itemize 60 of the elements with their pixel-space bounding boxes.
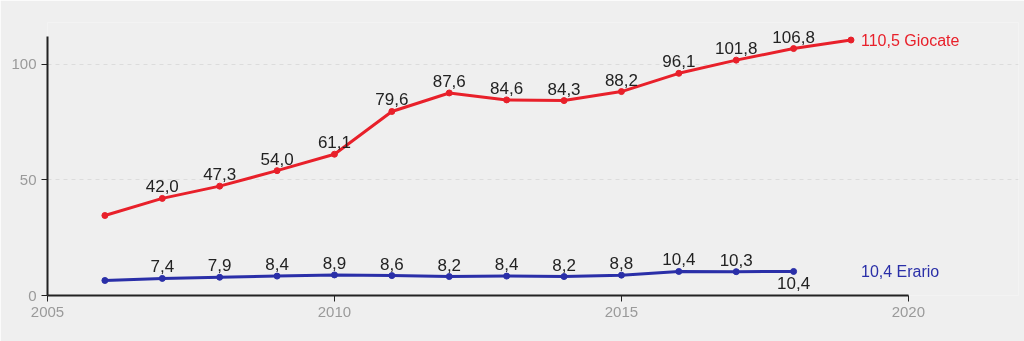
point	[445, 273, 453, 281]
x-tick-label: 2010	[317, 302, 352, 320]
data-label: 47,3	[203, 165, 237, 185]
point	[158, 194, 166, 202]
point	[560, 97, 568, 105]
point	[158, 274, 166, 282]
point	[101, 276, 109, 284]
point	[101, 212, 109, 219]
data-label: 8,2	[437, 255, 462, 275]
data-label: 8,4	[494, 255, 519, 275]
x-tick-label: 2015	[604, 302, 639, 320]
point	[503, 272, 511, 280]
data-label: 106,8	[772, 27, 815, 47]
data-label: 42,0	[145, 177, 179, 197]
point	[732, 268, 740, 276]
y-tick-label: 50	[19, 170, 37, 188]
text: 110,5 Giocate	[860, 31, 960, 49]
data-label: 79,6	[375, 90, 409, 110]
point	[732, 56, 740, 64]
data-label: 54,0	[260, 149, 294, 169]
data-label: 84,6	[490, 78, 524, 98]
x-tick-label: 2020	[891, 302, 926, 320]
data-label: 87,6	[432, 71, 466, 91]
data-label: 96,1	[662, 52, 696, 72]
point	[216, 273, 224, 281]
data-label: 8,9	[322, 253, 347, 273]
point	[675, 267, 683, 275]
y-tick-label: 0	[28, 286, 37, 304]
data-label: 8,2	[552, 255, 576, 275]
y-tick-label: 100	[11, 55, 37, 73]
data-label: 10,4	[777, 274, 811, 294]
data-label: 61,1	[317, 133, 352, 153]
point	[388, 107, 396, 115]
point	[847, 36, 855, 44]
data-label: 84,3	[547, 79, 581, 99]
point	[617, 88, 625, 96]
data-label: 8,4	[265, 255, 289, 275]
point	[273, 272, 281, 280]
point	[617, 271, 625, 279]
point	[388, 272, 396, 280]
point	[330, 271, 338, 279]
point	[330, 150, 338, 158]
point	[790, 45, 798, 53]
data-label: 8,8	[609, 254, 634, 274]
point	[445, 89, 453, 97]
data-label: 101,8	[714, 39, 758, 59]
point	[216, 182, 224, 190]
point	[503, 96, 511, 104]
point	[790, 267, 798, 275]
data-label: 10,3	[719, 250, 753, 270]
point	[675, 69, 683, 77]
point	[560, 273, 568, 281]
text: 10,4 Erario	[860, 262, 940, 280]
data-label: 8,6	[380, 254, 404, 274]
data-label: 7,9	[207, 256, 232, 276]
point	[273, 167, 281, 175]
data-label: 7,4	[150, 257, 175, 277]
x-tick-label: 2005	[30, 302, 65, 320]
data-label: 88,2	[604, 70, 638, 90]
data-label: 10,4	[662, 250, 696, 270]
